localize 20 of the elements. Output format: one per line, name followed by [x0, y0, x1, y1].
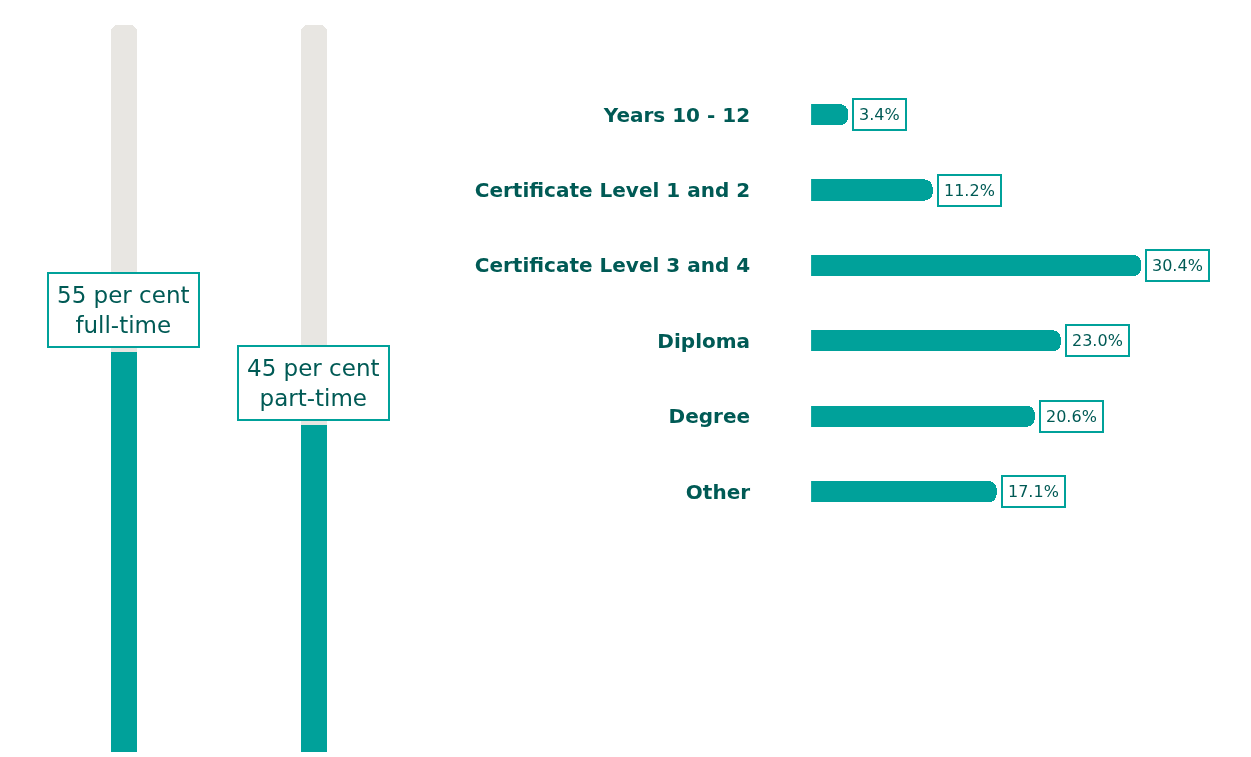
bar	[811, 254, 1142, 276]
bar	[811, 405, 1035, 427]
data-label: 11.2%	[944, 181, 995, 200]
y-tick-label: Certificate Level 1 and 2	[474, 178, 751, 203]
y-tick-label: Degree	[668, 404, 751, 429]
data-label: 3.4%	[859, 105, 900, 124]
y-tick-label: Years 10 - 12	[602, 102, 751, 127]
data-label: 45 per cent part-time	[247, 355, 380, 411]
bar	[811, 330, 1061, 352]
data-label: 30.4%	[1152, 256, 1203, 275]
y-tick-label: Diploma	[657, 328, 751, 353]
y-tick-label: Other	[685, 479, 751, 504]
data-label: 23.0%	[1072, 331, 1123, 350]
data-label: 55 per cent full-time	[57, 282, 190, 338]
bar	[811, 104, 849, 126]
bar	[811, 179, 933, 201]
bar	[811, 481, 997, 503]
y-tick-label: Certificate Level 3 and 4	[474, 253, 751, 278]
data-label: 17.1%	[1008, 482, 1059, 501]
data-label: 20.6%	[1046, 407, 1097, 426]
